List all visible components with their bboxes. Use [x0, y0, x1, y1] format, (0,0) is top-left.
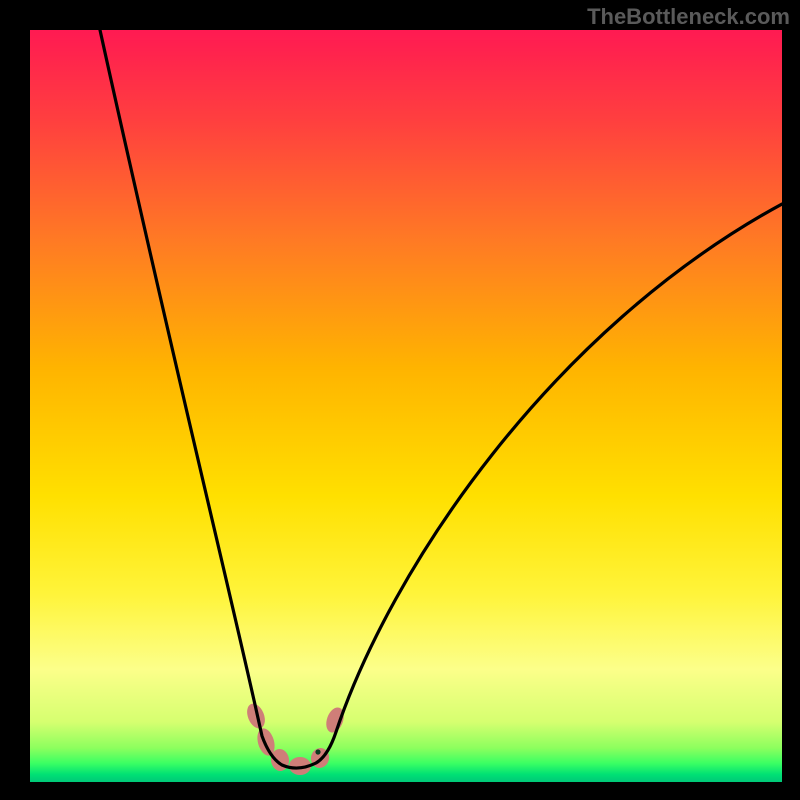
- v-curve-path: [100, 30, 782, 768]
- trough-dot: [315, 749, 320, 754]
- watermark-text: TheBottleneck.com: [587, 4, 790, 30]
- canvas: TheBottleneck.com: [0, 0, 800, 800]
- curve-layer: [30, 30, 782, 782]
- marker-group: [244, 701, 347, 775]
- plot-area: [30, 30, 782, 782]
